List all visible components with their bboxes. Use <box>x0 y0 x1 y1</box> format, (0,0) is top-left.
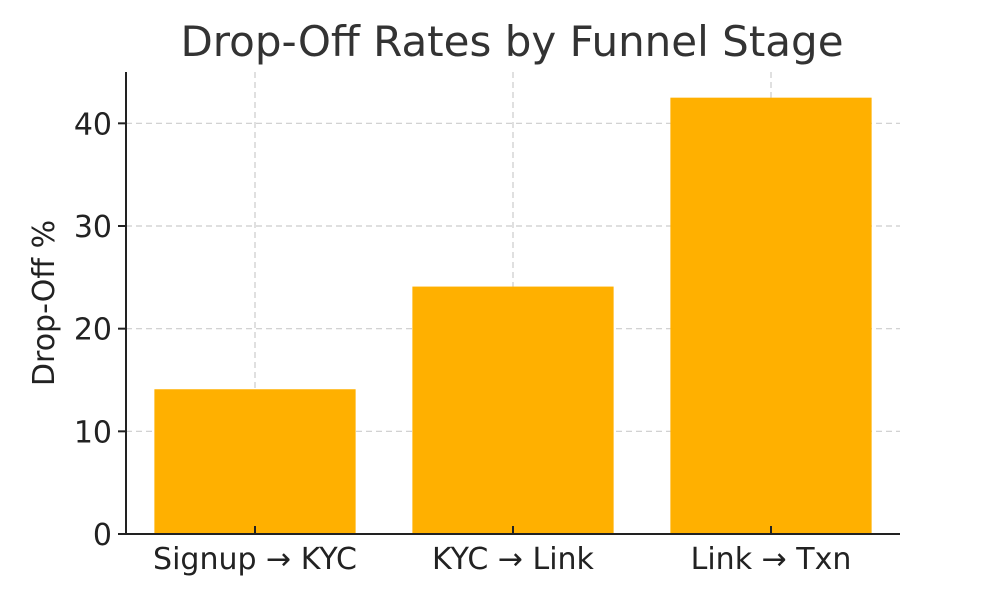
y-tick-label: 0 <box>93 518 112 553</box>
y-axis-label: Drop-Off % <box>27 220 62 386</box>
bar-2 <box>412 286 614 534</box>
bar-3 <box>670 97 872 535</box>
y-tick-label: 40 <box>74 107 112 142</box>
x-tick-label: KYC → Link <box>432 542 595 577</box>
y-tick-label: 10 <box>74 415 112 450</box>
x-tick-label: Link → Txn <box>691 542 852 577</box>
y-tick-label: 20 <box>74 313 112 348</box>
bar-1 <box>154 389 356 534</box>
chart-title: Drop-Off Rates by Funnel Stage <box>180 17 843 66</box>
y-tick-label: 30 <box>74 210 112 245</box>
bars <box>154 97 872 535</box>
tick-labels: 0 10 20 30 40 Signup → KYC KYC → Link Link → Tx… <box>74 107 852 577</box>
axes <box>118 72 900 535</box>
x-tick-label: Signup → KYC <box>153 542 357 577</box>
